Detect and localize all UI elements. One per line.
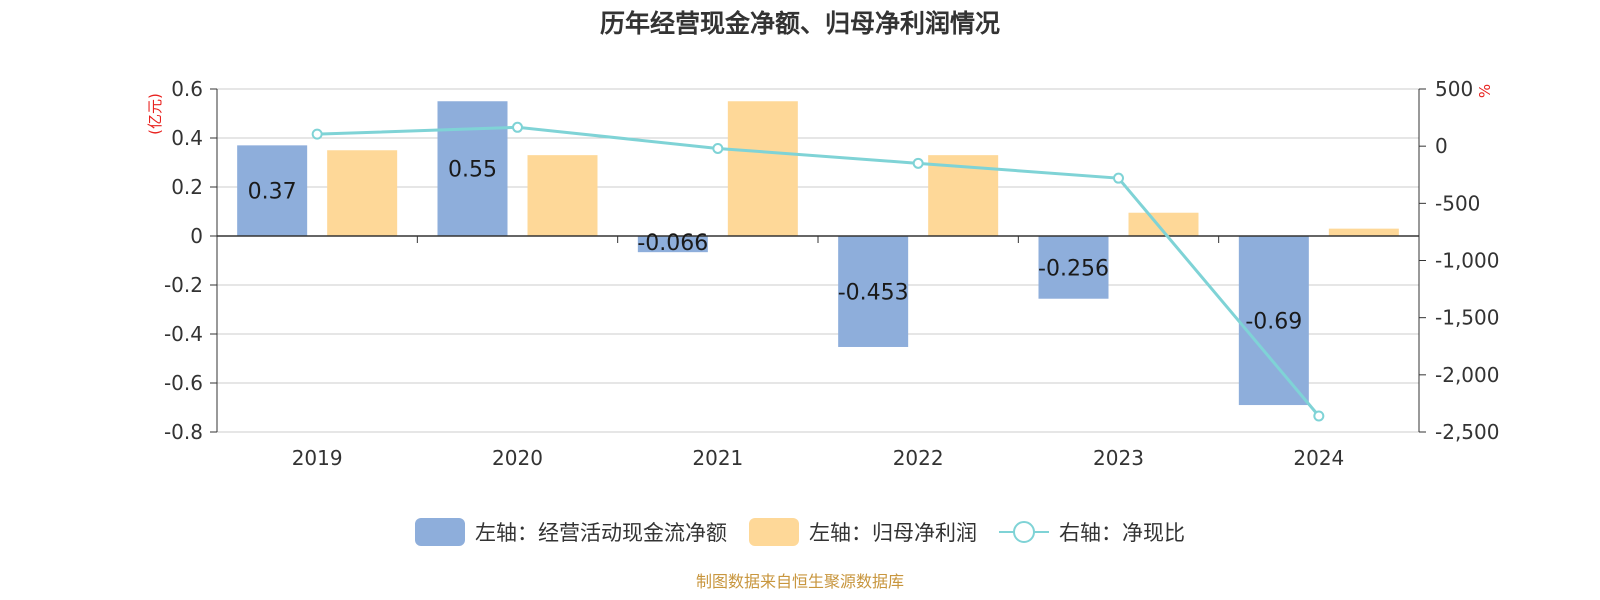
chart-title: 历年经营现金净额、归母净利润情况 bbox=[599, 9, 1000, 38]
ratio-point bbox=[512, 121, 523, 133]
right-tick-label: 500 bbox=[1435, 77, 1473, 101]
left-tick-label: -0.6 bbox=[164, 371, 203, 395]
grid-lines bbox=[217, 88, 1419, 433]
bar-cash-flow bbox=[437, 101, 508, 236]
legend-swatch-ratio bbox=[999, 521, 1049, 543]
right-tick-label: 0 bbox=[1435, 134, 1448, 158]
left-tick-label: -0.4 bbox=[164, 322, 203, 346]
left-tick-label: 0.4 bbox=[171, 126, 203, 150]
bar-net-profit bbox=[727, 101, 798, 236]
bar-cash-flow bbox=[637, 236, 708, 253]
data-labels: 0.37 0.55 -0.066 -0.453 -0.256 -0.69 bbox=[248, 158, 1303, 335]
left-tick-label: -0.2 bbox=[164, 273, 203, 297]
legend-label-net-profit: 左轴：归母净利润 bbox=[809, 521, 977, 545]
legend: 左轴：经营活动现金流净额 左轴：归母净利润 右轴：净现比 bbox=[0, 512, 1600, 552]
bar-cash-flow bbox=[237, 145, 308, 236]
bar-value-label: 0.37 bbox=[248, 180, 297, 205]
ratio-line-series bbox=[311, 121, 1325, 422]
right-tick-label: -1,500 bbox=[1435, 306, 1499, 330]
right-tick-label: -2,500 bbox=[1435, 420, 1499, 444]
legend-swatch-cash-flow bbox=[415, 518, 465, 546]
right-tick-label: -1,000 bbox=[1435, 249, 1499, 273]
bar-cash-flow bbox=[1038, 236, 1109, 299]
left-axis-unit: (亿元) bbox=[146, 93, 164, 135]
bar-value-label: 0.55 bbox=[448, 158, 497, 183]
legend-item-cash-flow[interactable]: 左轴：经营活动现金流净额 bbox=[415, 517, 727, 547]
ratio-point bbox=[1113, 172, 1124, 184]
legend-label-cash-flow: 左轴：经营活动现金流净额 bbox=[475, 521, 727, 545]
category-label: 2019 bbox=[292, 446, 343, 470]
bar-net-profit bbox=[1128, 212, 1199, 236]
bar-net-profit bbox=[1328, 228, 1399, 236]
category-label: 2021 bbox=[692, 446, 743, 470]
legend-label-ratio: 右轴：净现比 bbox=[1059, 521, 1185, 545]
ratio-point bbox=[912, 157, 924, 169]
ratio-point bbox=[712, 142, 724, 154]
right-axis-unit: % bbox=[1476, 84, 1494, 98]
bar-value-label: -0.69 bbox=[1245, 310, 1302, 335]
left-tick-label: 0 bbox=[190, 224, 203, 248]
bar-value-label: -0.453 bbox=[838, 280, 909, 305]
legend-swatch-net-profit bbox=[749, 518, 799, 546]
bar-series bbox=[237, 101, 1399, 406]
ratio-point bbox=[311, 128, 323, 140]
bar-cash-flow bbox=[1238, 236, 1309, 406]
bar-net-profit bbox=[527, 155, 598, 236]
right-tick-label: -2,000 bbox=[1435, 363, 1499, 387]
category-label: 2024 bbox=[1293, 446, 1344, 470]
bar-net-profit bbox=[327, 150, 398, 236]
bar-cash-flow bbox=[838, 236, 909, 347]
left-tick-label: 0.6 bbox=[171, 77, 203, 101]
right-tick-label: -500 bbox=[1435, 191, 1480, 215]
category-label: 2022 bbox=[893, 446, 944, 470]
category-label: 2020 bbox=[492, 446, 543, 470]
source-note: 制图数据来自恒生聚源数据库 bbox=[695, 572, 904, 591]
left-tick-label: -0.8 bbox=[164, 420, 203, 444]
bar-value-label: -0.256 bbox=[1038, 256, 1109, 281]
bar-value-label: -0.066 bbox=[637, 231, 708, 256]
legend-item-ratio[interactable]: 右轴：净现比 bbox=[999, 517, 1185, 547]
left-tick-label: 0.2 bbox=[171, 175, 203, 199]
ratio-line bbox=[317, 125, 1320, 417]
ratio-point bbox=[1313, 410, 1325, 422]
legend-item-net-profit[interactable]: 左轴：归母净利润 bbox=[749, 517, 977, 547]
category-label: 2023 bbox=[1093, 446, 1144, 470]
axes: 0.6 0.4 0.2 0 -0.2 -0.4 -0.6 -0.8 500 0 -500 -1,000… bbox=[146, 77, 1499, 470]
